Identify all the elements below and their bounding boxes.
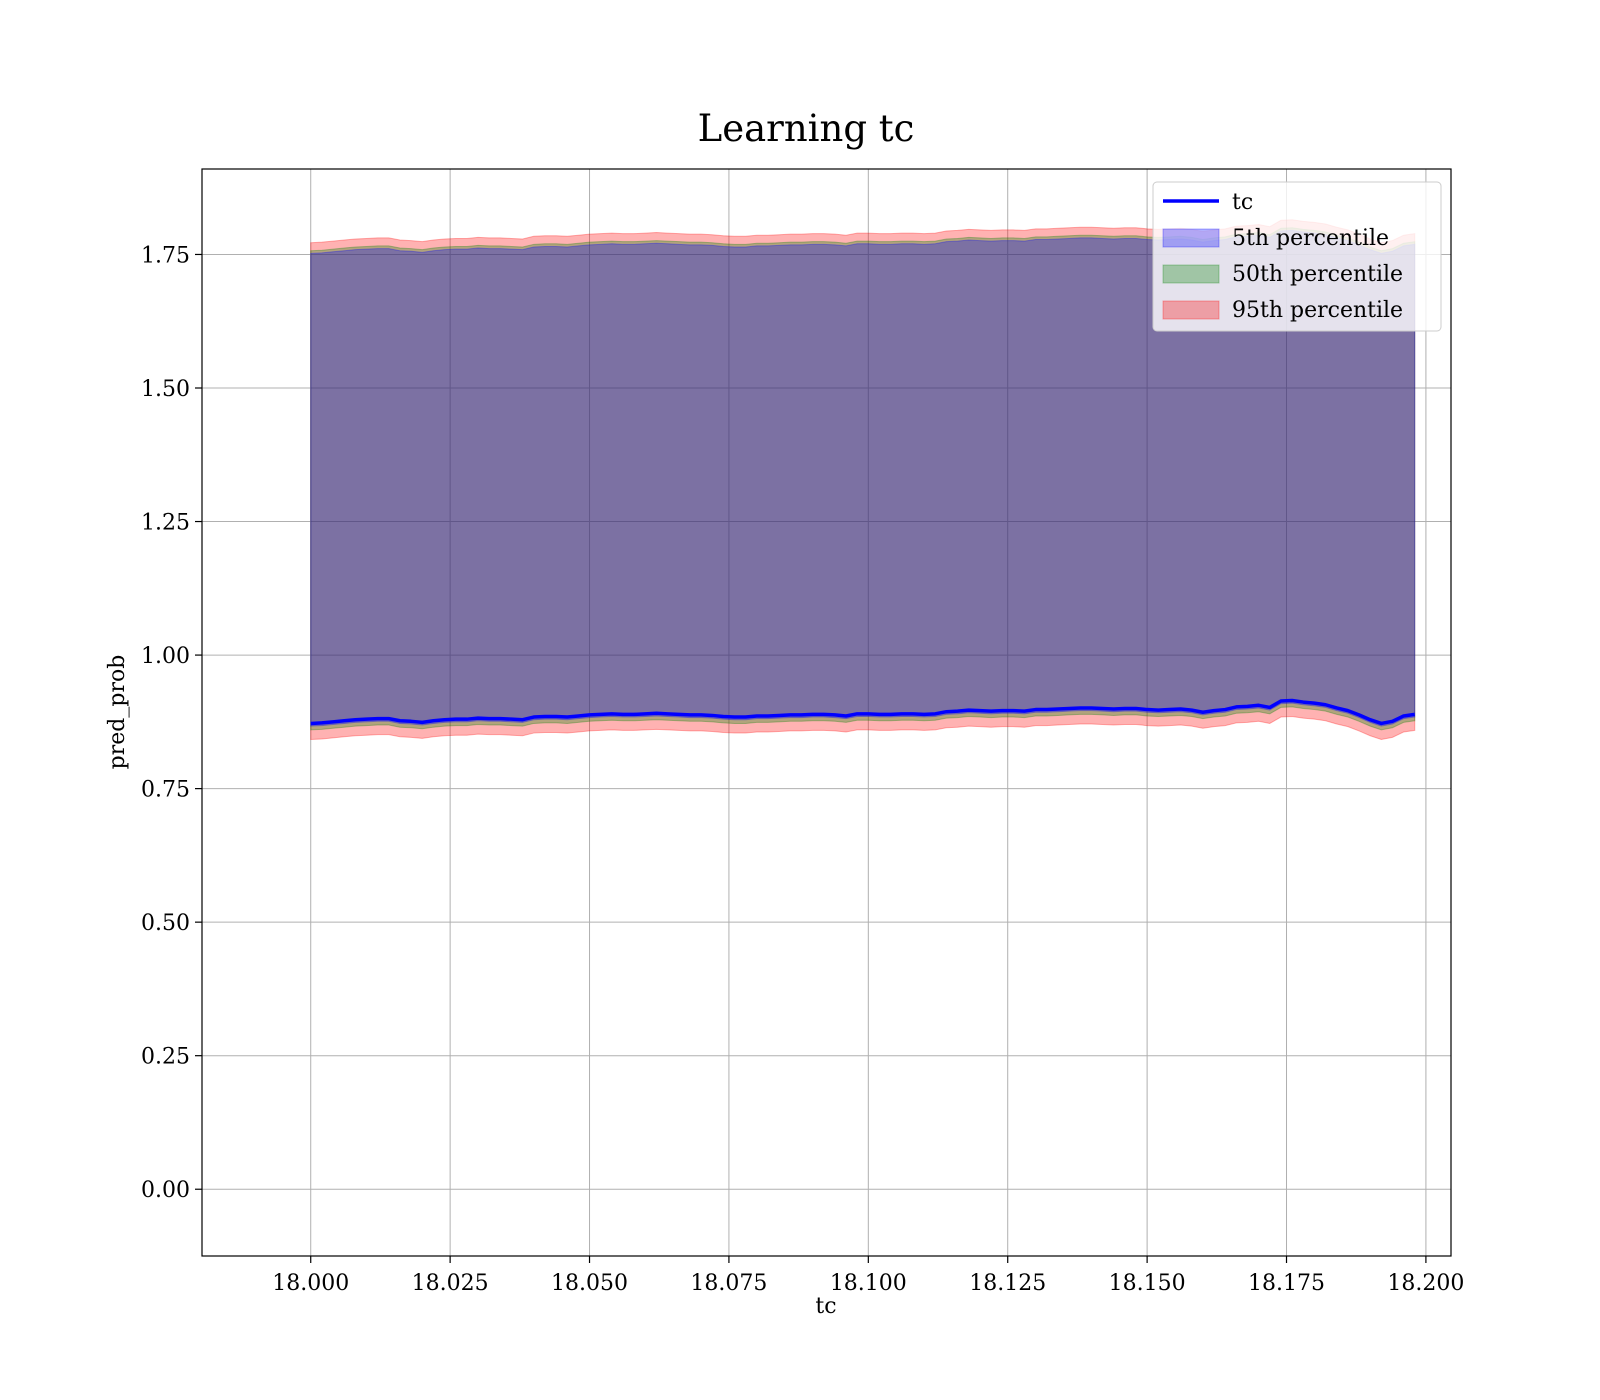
y-tick-label: 0.25 [141,1045,190,1070]
x-tick-label: 18.050 [551,1271,628,1296]
x-tick-label: 18.100 [830,1271,907,1296]
legend-label: 50th percentile [1232,262,1403,287]
y-axis-label: pred_prob [105,655,130,770]
band-5th-percentile [310,229,1416,727]
legend-label: tc [1232,190,1253,215]
legend-label: 95th percentile [1232,298,1403,323]
grid [202,169,1451,1256]
series-lines [310,698,1416,726]
band-50th-percentile [310,227,1416,731]
y-tick-label: 1.00 [141,644,190,669]
legend-swatch [1162,300,1220,320]
y-tick-label: 0.50 [141,911,190,936]
y-tick-label: 1.25 [141,511,190,536]
x-tick-label: 18.000 [272,1271,349,1296]
y-tick-label: 0.00 [141,1178,190,1203]
x-axis-label: tc [815,1294,836,1319]
x-tick-label: 18.025 [412,1271,489,1296]
legend-label: 5th percentile [1232,226,1389,251]
x-tick-label: 18.200 [1387,1271,1464,1296]
plot-frame [201,168,1452,1257]
legend-swatch [1162,228,1220,248]
tc-series-line [310,698,1416,726]
y-tick-label: 0.75 [141,778,190,803]
percentile-bands [310,219,1416,740]
x-tick-label: 18.150 [1109,1271,1186,1296]
y-tick-label: 1.75 [141,243,190,268]
y-tick-label: 1.50 [141,377,190,402]
x-tick-label: 18.175 [1248,1271,1325,1296]
legend: tc 5th percentile 50th percentile 95th perc… [1152,181,1442,332]
x-tick-label: 18.125 [969,1271,1046,1296]
chart-title: Learning tc [698,107,915,150]
x-tick-label: 18.075 [690,1271,767,1296]
y-axis-ticks: 0.00 0.25 0.50 0.75 1.00 1.25 1.50 1.75 [141,243,202,1203]
band-95th-percentile [310,219,1416,740]
x-axis-ticks: 18.000 18.025 18.050 18.075 18.100 18.125 18.1… [272,1256,1464,1296]
legend-box [1152,181,1442,332]
legend-swatch [1162,264,1220,284]
